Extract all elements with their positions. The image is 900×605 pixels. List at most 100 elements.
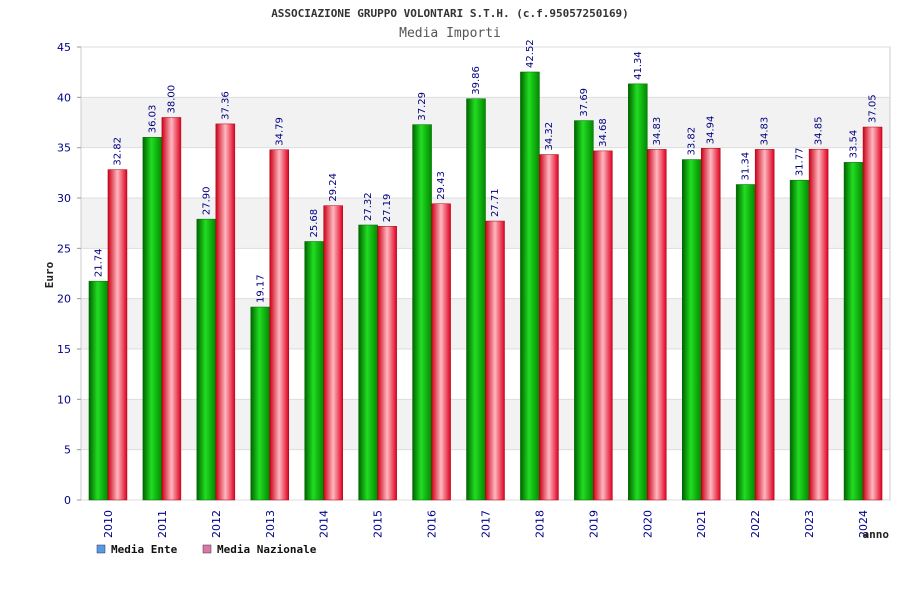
data-labels: 21.74 32.82 36.03 38.00 27.90 37.36 19.17 34.79… <box>93 39 878 303</box>
bar-media-nazionale <box>647 149 667 501</box>
bar-media-ente <box>735 184 756 501</box>
bar-media-nazionale <box>377 226 397 501</box>
bar-media-ente <box>250 306 271 501</box>
bar-media-nazionale <box>808 148 829 501</box>
x-tick-label: 2014 <box>318 510 331 538</box>
bar-media-nazionale <box>700 148 721 501</box>
x-tick-label: 2021 <box>695 510 708 538</box>
data-label: 41.34 <box>633 51 644 80</box>
data-label: 29.24 <box>328 173 339 202</box>
bar-media-nazionale <box>269 149 290 501</box>
data-label: 31.34 <box>741 152 752 181</box>
y-tick-label: 10 <box>57 393 71 406</box>
bar-media-ente <box>358 224 378 501</box>
bar-media-ente <box>843 162 864 501</box>
bar-media-nazionale <box>323 205 343 501</box>
x-axis-title: anno <box>863 528 890 541</box>
x-tick-label: 2023 <box>803 510 816 538</box>
chart-title: ASSOCIAZIONE GRUPPO VOLONTARI S.T.H. (c.… <box>271 7 629 20</box>
y-axis-ticks: 0 5 10 15 20 25 30 35 40 45 <box>57 41 81 507</box>
x-tick-label: 2018 <box>533 510 546 538</box>
bar-media-ente <box>520 71 540 501</box>
data-label: 31.77 <box>795 148 806 177</box>
data-label: 34.79 <box>274 117 285 146</box>
data-label: 34.68 <box>598 118 609 147</box>
bar-media-nazionale <box>431 203 451 501</box>
y-tick-label: 25 <box>57 242 71 255</box>
y-tick-label: 40 <box>57 91 71 104</box>
data-label: 33.82 <box>687 127 698 156</box>
y-axis-title: Euro <box>43 261 56 288</box>
data-label: 34.83 <box>760 117 771 146</box>
bar-media-nazionale <box>107 169 128 501</box>
bar-media-ente <box>142 137 163 501</box>
x-tick-label: 2022 <box>749 510 762 538</box>
data-label: 21.74 <box>93 249 104 278</box>
bar-media-ente <box>466 98 486 501</box>
bar-media-nazionale <box>485 220 505 501</box>
bar-media-ente <box>628 83 648 501</box>
y-tick-label: 0 <box>64 494 71 507</box>
y-tick-label: 45 <box>57 41 71 54</box>
y-tick-label: 15 <box>57 343 71 356</box>
legend-label: Media Nazionale <box>217 543 317 556</box>
legend: Media Ente Media Nazionale <box>96 543 317 556</box>
data-label: 37.29 <box>417 92 428 121</box>
bar-media-ente <box>789 179 810 501</box>
x-tick-label: 2012 <box>210 510 223 538</box>
data-label: 32.82 <box>112 137 123 166</box>
x-tick-label: 2011 <box>156 510 169 538</box>
bar-media-nazionale <box>539 154 559 501</box>
data-label: 36.03 <box>147 105 158 134</box>
bar-media-ente <box>196 218 217 501</box>
legend-swatch-media-nazionale <box>202 544 212 554</box>
data-label: 37.05 <box>868 94 879 123</box>
x-tick-label: 2019 <box>587 510 600 538</box>
bar-media-ente <box>574 120 594 501</box>
y-tick-label: 30 <box>57 192 71 205</box>
legend-label: Media Ente <box>111 543 178 556</box>
data-label: 27.71 <box>490 188 501 217</box>
x-tick-label: 2010 <box>102 510 115 538</box>
data-label: 34.85 <box>814 117 825 146</box>
x-tick-label: 2020 <box>641 510 654 538</box>
y-tick-label: 20 <box>57 293 71 306</box>
bar-media-nazionale <box>754 149 775 501</box>
data-label: 19.17 <box>255 274 266 303</box>
chart-subtitle: Media Importi <box>399 26 501 41</box>
data-label: 38.00 <box>166 85 177 114</box>
x-axis-ticks: 2010 2011 2012 2013 2014 2015 2016 2017 2018 2019… <box>102 510 870 538</box>
bar-media-nazionale <box>215 123 236 501</box>
bar-media-ente <box>681 159 702 501</box>
legend-swatch-media-ente <box>96 544 106 554</box>
x-tick-label: 2015 <box>372 510 385 538</box>
data-label: 34.94 <box>706 116 717 145</box>
x-tick-label: 2016 <box>426 510 439 538</box>
data-label: 27.19 <box>382 194 393 223</box>
bar-media-ente <box>304 241 324 501</box>
data-label: 39.86 <box>471 66 482 95</box>
bar-media-nazionale <box>593 150 613 501</box>
data-label: 37.36 <box>220 91 231 120</box>
bar-media-ente <box>412 124 432 501</box>
data-label: 25.68 <box>309 209 320 238</box>
y-tick-label: 5 <box>64 444 71 457</box>
data-label: 37.69 <box>579 88 590 117</box>
data-label: 33.54 <box>849 130 860 159</box>
bar-media-nazionale <box>862 126 883 501</box>
bar-media-ente <box>88 280 109 501</box>
x-tick-label: 2013 <box>264 510 277 538</box>
data-label: 27.90 <box>201 186 212 215</box>
data-label: 29.43 <box>436 171 447 200</box>
x-tick-label: 2017 <box>480 510 493 538</box>
bar-media-nazionale <box>161 117 182 501</box>
data-label: 34.83 <box>652 117 663 146</box>
y-tick-label: 35 <box>57 142 71 155</box>
x-tick-label: 2024 <box>857 510 870 538</box>
data-label: 42.52 <box>525 39 536 68</box>
bars <box>88 71 883 501</box>
data-label: 27.32 <box>363 192 374 221</box>
data-label: 34.32 <box>544 122 555 151</box>
